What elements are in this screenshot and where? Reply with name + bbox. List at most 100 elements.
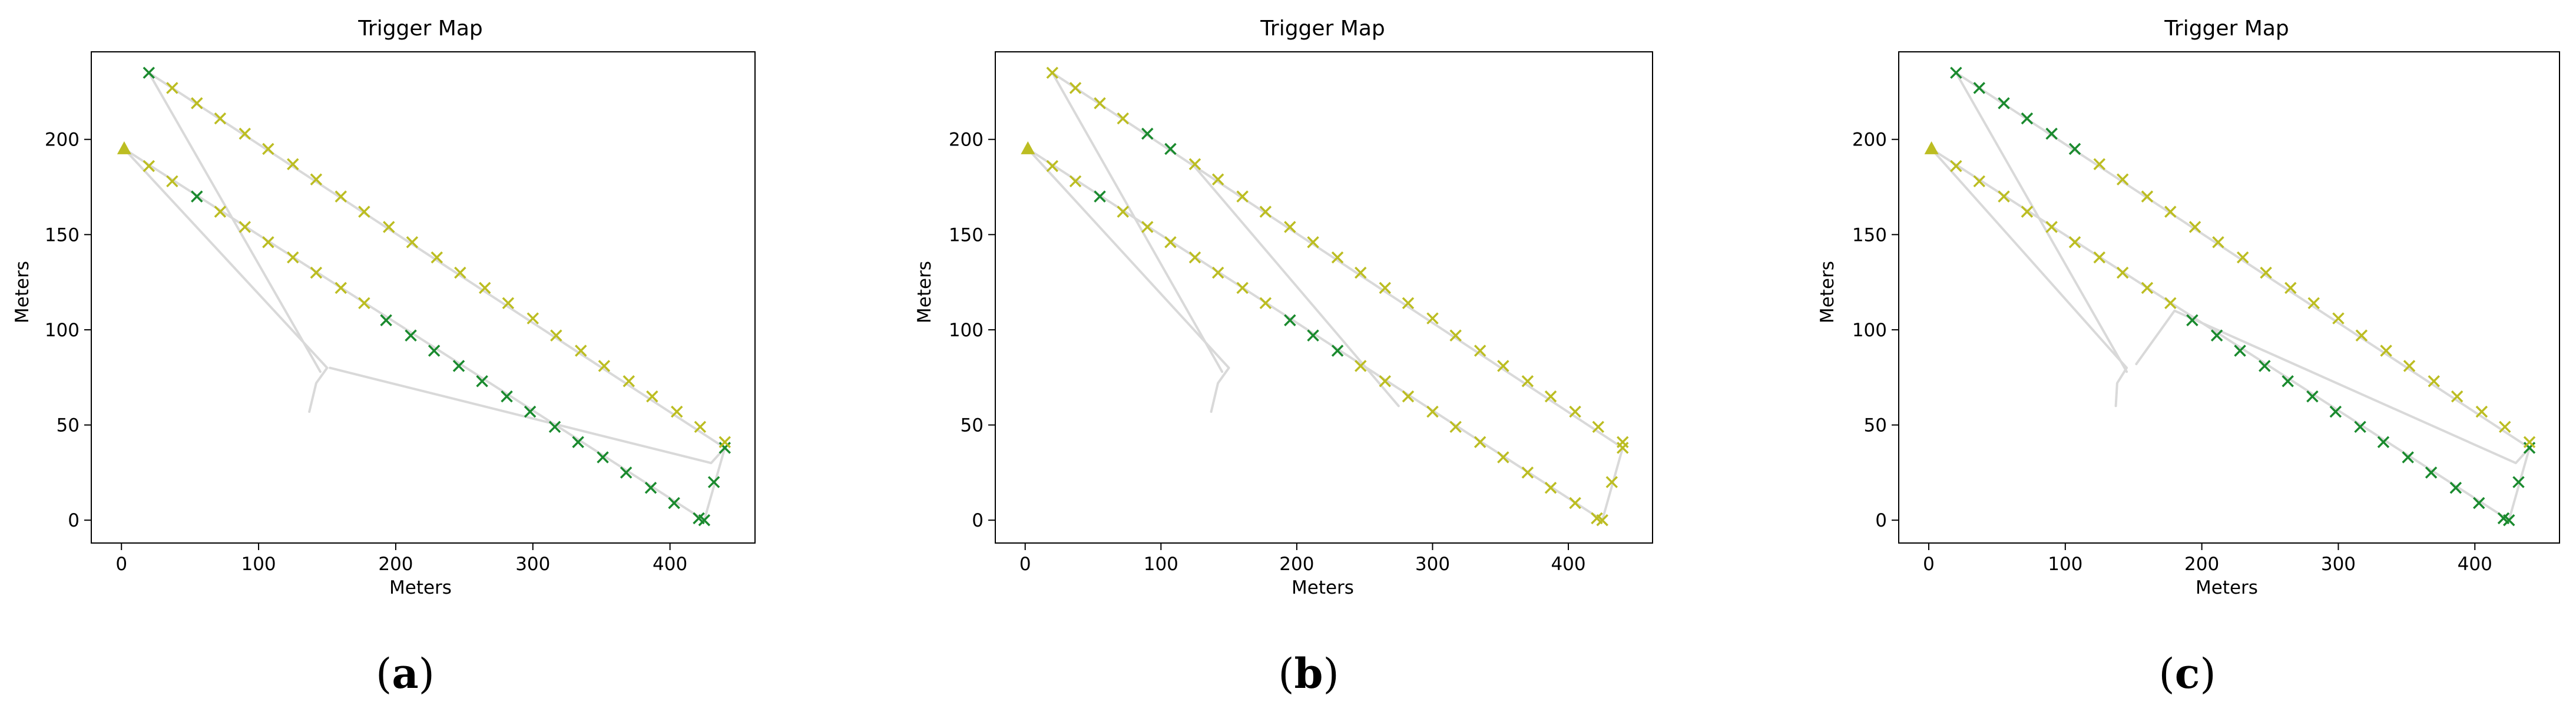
panel-a-green-x-marker	[501, 390, 513, 403]
panel-c-yellow-x-marker	[2116, 173, 2129, 186]
panel-c-green-x-marker	[2306, 390, 2319, 403]
panel-b-path-line	[1190, 161, 1400, 408]
panel-b-yellow-x-marker	[1236, 282, 1249, 294]
panel-b-path-line	[1027, 147, 1230, 413]
panel-b-yellow-x-marker	[1164, 236, 1177, 249]
panel-c-yellow-x-marker	[1950, 160, 1962, 173]
panel-b-x-tick-label: 400	[1551, 554, 1585, 575]
panel-b-caption-close: )	[1323, 650, 1339, 698]
panel-b-y-tick-label: 150	[949, 224, 984, 246]
panel-a-y-tick-label: 0	[68, 510, 80, 531]
panel-a-yellow-x-marker	[214, 206, 227, 218]
panel-c-green-x-marker	[2377, 436, 2390, 448]
panel-a-y-tick-label: 200	[45, 130, 80, 151]
panel-c-green-x-marker	[2210, 329, 2223, 342]
panel-a-green-x-marker	[405, 329, 417, 342]
panel-b-yellow-x-marker	[1188, 158, 1201, 170]
panel-a-green-x-marker	[428, 345, 441, 357]
panel-c-yellow-x-marker	[2451, 390, 2464, 403]
panel-a-yellow-x-marker	[479, 282, 491, 294]
panel-c-y-axis-label: Meters	[1817, 261, 1838, 323]
panel-b-path-line	[1051, 71, 1224, 373]
panel-c-caption-close: )	[2200, 650, 2216, 698]
panel-a-y-tick-label: 50	[57, 415, 80, 436]
panel-b-yellow-x-marker	[1046, 160, 1059, 173]
panel-a-yellow-x-marker	[310, 266, 323, 279]
panel-a-yellow-x-marker	[431, 251, 443, 264]
panel-b-x-axis-label: Meters	[1292, 577, 1354, 598]
panel-a-y-tick-label: 150	[45, 224, 80, 246]
panel-c-x-tick-label: 100	[2048, 554, 2082, 575]
panel-c-green-x-marker	[2512, 476, 2525, 488]
panel-a-yellow-x-marker	[287, 251, 299, 264]
panel-c-yellow-x-marker	[2499, 421, 2511, 433]
panel-c-caption-letter: c	[2175, 649, 2200, 698]
panel-a-green-x-marker	[620, 466, 633, 479]
panel-c-x-axis-label: Meters	[2196, 577, 2258, 598]
panel-c-y-tick-label: 50	[1864, 415, 1887, 436]
panel-b-x-tick-label: 200	[1279, 554, 1314, 575]
panel-c-yellow-x-marker	[1973, 175, 1986, 188]
panel-a-yellow-x-marker	[383, 221, 395, 233]
panel-b-yellow-x-marker	[1521, 466, 1534, 479]
panel-b-yellow-x-marker	[1379, 282, 1391, 294]
panel-a-yellow-x-marker	[358, 206, 370, 218]
panel-c-yellow-x-marker	[2260, 266, 2272, 279]
panel-a-yellow-x-marker	[239, 127, 251, 140]
panel-b-yellow-x-marker	[1211, 266, 1224, 279]
panel-c-path-line	[1955, 71, 2128, 373]
panel-c-yellow-x-marker	[2188, 221, 2201, 233]
panel-a-yellow-x-marker	[143, 160, 155, 173]
panel-a: Trigger Map 0 100 200 300 400 0 50 100 150 200 Me…	[12, 16, 756, 698]
panel-c-yellow-x-marker	[2307, 297, 2320, 309]
panel-c-path-line	[2135, 309, 2531, 465]
panel-b-yellow-x-marker	[1236, 190, 1249, 203]
panel-b-yellow-x-marker	[1259, 206, 1272, 218]
panel-b-green-x-marker	[1331, 345, 1344, 357]
panel-c-y-tick-label: 200	[1852, 130, 1887, 151]
panel-b-x-tick-label: 0	[1019, 554, 1031, 575]
panel-b-green-x-marker	[1141, 127, 1154, 140]
panel-c-plot: 0 100 200 300 400 0 50 100 150 200	[1852, 51, 2560, 575]
panel-b-green-x-marker	[1307, 329, 1319, 342]
panel-c-caption: (c)	[2158, 649, 2216, 698]
panel-a-caption: (a)	[376, 649, 435, 698]
panel-a-x-tick-label: 400	[653, 554, 687, 575]
panel-c-y-tick-label: 100	[1852, 320, 1887, 341]
panel-c-yellow-x-marker	[2093, 251, 2106, 264]
panel-b-yellow-x-marker	[1569, 405, 1581, 418]
panel-b-yellow-x-marker	[1069, 82, 1082, 94]
panel-a-caption-open: (	[376, 650, 392, 698]
panel-b-yellow-x-marker	[1449, 329, 1462, 342]
panel-b-yellow-x-marker	[1307, 236, 1319, 249]
panel-c-axes-frame	[1898, 51, 2560, 544]
panel-c-green-x-marker	[2329, 405, 2342, 418]
panel-a-yellow-x-marker	[262, 236, 274, 249]
panel-c-yellow-x-marker	[2164, 206, 2177, 218]
panel-b-yellow-x-marker	[1521, 375, 1534, 388]
panel-c-green-x-marker	[2259, 360, 2271, 372]
panel-b-plot: 0 100 200 300 400 0 50 100 150 200	[949, 51, 1653, 575]
panel-a-x-tick-label: 300	[515, 554, 550, 575]
panel-b-yellow-x-marker	[1284, 221, 1296, 233]
panel-a-green-x-marker	[548, 421, 561, 433]
panel-c-yellow-x-marker	[2141, 190, 2154, 203]
panel-a-start-triangle-marker	[117, 141, 131, 154]
panel-a-green-x-marker	[191, 190, 203, 203]
panel-b-start-triangle-marker	[1021, 141, 1035, 154]
panel-b-yellow-x-marker	[1211, 173, 1224, 186]
panel-b-yellow-x-marker	[1046, 67, 1059, 79]
panel-b-yellow-x-marker	[1117, 206, 1129, 218]
panel-a-yellow-x-marker	[335, 190, 347, 203]
panel-b-y-tick-label: 100	[949, 320, 984, 341]
panel-c-yellow-x-marker	[2141, 282, 2154, 294]
panel-a-yellow-x-marker	[406, 236, 419, 249]
panel-c-green-x-marker	[2449, 482, 2462, 494]
panel-b-yellow-x-marker	[1331, 251, 1344, 264]
panel-a-yellow-x-marker	[454, 266, 466, 279]
panel-a-title: Trigger Map	[357, 16, 483, 41]
panel-b-yellow-x-marker	[1426, 312, 1439, 325]
panel-a-yellow-x-marker	[671, 405, 683, 418]
panel-a-x-tick-label: 100	[241, 554, 276, 575]
